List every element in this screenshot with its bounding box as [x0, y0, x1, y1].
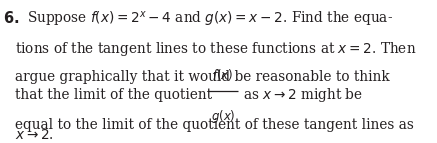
Text: equal to the limit of the quotient of these tangent lines as: equal to the limit of the quotient of th…	[15, 118, 414, 132]
Text: $x \rightarrow 2$.: $x \rightarrow 2$.	[15, 128, 54, 142]
Text: that the limit of the quotient: that the limit of the quotient	[15, 88, 212, 102]
Text: $f(x)$: $f(x)$	[212, 66, 233, 82]
Text: Suppose $f(x) = 2^x - 4$ and $g(x) = x - 2$. Find the equa-: Suppose $f(x) = 2^x - 4$ and $g(x) = x -…	[27, 10, 393, 29]
Text: argue graphically that it would be reasonable to think: argue graphically that it would be reaso…	[15, 70, 390, 84]
Text: tions of the tangent lines to these functions at $x = 2$. Then: tions of the tangent lines to these func…	[15, 40, 416, 58]
Text: as $x \rightarrow 2$ might be: as $x \rightarrow 2$ might be	[243, 86, 362, 104]
Text: $g(x)$: $g(x)$	[211, 108, 235, 125]
Text: $\mathbf{6.}$: $\mathbf{6.}$	[3, 10, 20, 26]
